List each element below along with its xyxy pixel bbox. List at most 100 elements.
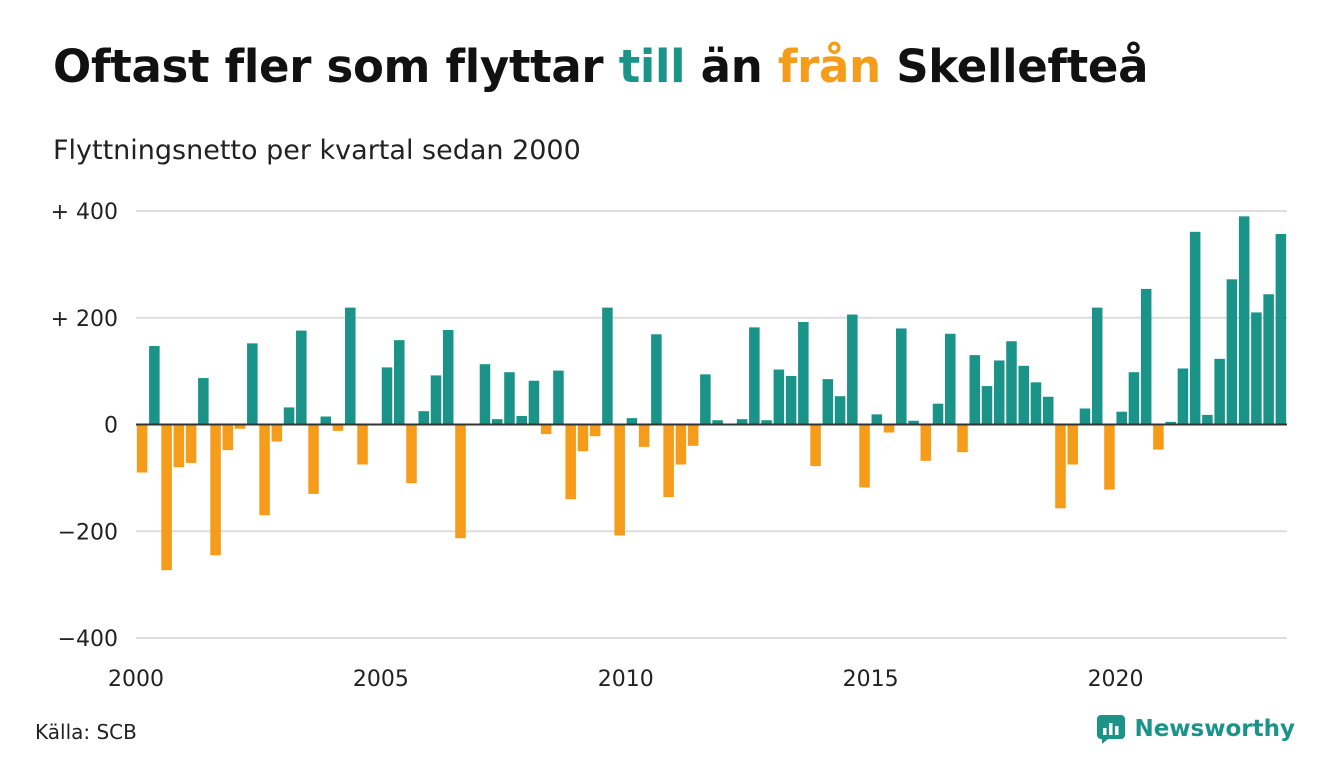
bar [945, 333, 956, 425]
bar [749, 327, 760, 425]
bar [418, 411, 430, 425]
bar [1104, 424, 1115, 490]
brand-name: Newsworthy [1134, 716, 1295, 742]
bar [920, 424, 932, 461]
bar [577, 424, 589, 452]
bar [834, 396, 846, 425]
bar [638, 424, 650, 447]
bar [528, 380, 540, 425]
bar [859, 424, 870, 488]
y-tick-label: −400 [58, 627, 118, 652]
bar [1263, 294, 1274, 425]
bar [1165, 421, 1176, 425]
bar [1079, 408, 1091, 425]
bar [271, 424, 283, 442]
bar [504, 372, 515, 425]
title-part-2: än [685, 40, 778, 93]
y-tick-label: 0 [104, 414, 118, 439]
bar [1116, 411, 1127, 425]
bar [1030, 382, 1042, 425]
bar [381, 367, 393, 425]
bar [1042, 396, 1054, 425]
bar [308, 424, 319, 494]
bar [442, 330, 454, 425]
bar [651, 334, 662, 425]
bar [1251, 312, 1262, 425]
bar [565, 424, 576, 500]
bar [553, 370, 564, 425]
bar [1177, 368, 1189, 425]
bar [993, 360, 1005, 425]
bar [1202, 414, 1213, 425]
bar [283, 407, 295, 425]
bar [1006, 341, 1017, 425]
title-part-1: Oftast fler som flyttar [53, 40, 619, 93]
bar [210, 424, 221, 556]
x-tick-label: 2000 [108, 667, 164, 692]
bar [1091, 307, 1103, 425]
bar [149, 346, 160, 425]
bar [822, 379, 834, 425]
bar [173, 424, 185, 468]
bar [479, 364, 491, 425]
x-tick-label: 2005 [353, 667, 409, 692]
bar [712, 420, 723, 425]
bar [234, 424, 246, 429]
bar [589, 424, 601, 437]
bar [1214, 358, 1225, 425]
y-tick-label: −200 [58, 520, 118, 545]
bar [883, 424, 895, 433]
newsworthy-logo-icon [1096, 714, 1126, 744]
bar [259, 424, 270, 516]
bar [198, 378, 209, 425]
bar [1189, 231, 1201, 425]
bar [1140, 288, 1152, 425]
bar [394, 340, 405, 425]
bar [663, 424, 674, 498]
bar [773, 369, 785, 425]
bar [161, 424, 172, 571]
bar [896, 328, 907, 425]
x-tick-label: 2020 [1088, 667, 1144, 692]
bar [761, 420, 772, 425]
bar [847, 314, 858, 425]
bar [675, 424, 687, 465]
bar [320, 416, 332, 425]
bar [736, 419, 748, 425]
bar [1238, 216, 1250, 425]
x-tick-label: 2015 [843, 667, 899, 692]
bar [345, 307, 356, 425]
bar [810, 424, 821, 467]
bar [1226, 279, 1238, 425]
bar [1128, 372, 1140, 425]
bar [222, 424, 234, 451]
chart-title: Oftast fler som flyttar till än från Ske… [53, 40, 1148, 93]
bar [687, 424, 699, 446]
title-word-till: till [618, 40, 686, 93]
bar [798, 322, 809, 425]
bar [626, 418, 638, 425]
bar [957, 424, 968, 453]
title-word-fran: från [777, 40, 881, 93]
source-label: Källa: SCB [35, 720, 137, 744]
bar [430, 375, 442, 425]
chart-subtitle: Flyttningsnetto per kvartal sedan 2000 [53, 135, 581, 166]
bar [357, 424, 368, 465]
bar [871, 414, 883, 425]
bar [136, 424, 148, 473]
bar [700, 374, 711, 425]
gridlines [136, 210, 1287, 639]
title-part-3: Skellefteå [880, 40, 1149, 93]
bar [332, 424, 344, 431]
bar [614, 424, 625, 536]
bar [296, 330, 307, 425]
bar [932, 403, 944, 425]
bar [406, 424, 417, 484]
bar [981, 386, 993, 425]
bar [185, 424, 197, 463]
bar [969, 355, 981, 425]
bar [516, 415, 527, 425]
y-axis-ticks: + 400 + 200 0 −200 −400 [51, 200, 118, 652]
bar [1275, 233, 1287, 425]
